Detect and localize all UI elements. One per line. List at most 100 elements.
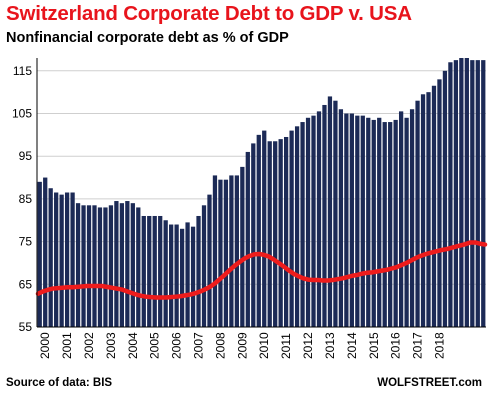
x-tick-labels: 2000 2001 2002 2003 2004 2005 2006 2007 2008 2009… <box>38 332 446 359</box>
bar <box>426 92 431 327</box>
y-tick-label: 95 <box>19 149 33 163</box>
bar <box>377 117 382 327</box>
bar <box>234 175 239 327</box>
bar <box>169 224 174 327</box>
bar <box>125 201 130 327</box>
bar <box>174 224 179 327</box>
chart-title: Switzerland Corporate Debt to GDP v. USA <box>6 2 412 25</box>
bar <box>218 179 223 327</box>
bar <box>349 113 354 327</box>
bar <box>360 115 365 327</box>
bar <box>48 188 53 327</box>
bar <box>201 205 207 327</box>
x-tick-label: 2013 <box>323 332 337 359</box>
bar <box>294 126 300 327</box>
bar <box>64 192 70 327</box>
bar <box>97 207 103 327</box>
bar <box>388 122 393 327</box>
y-tick-label: 65 <box>19 277 33 291</box>
x-tick-label: 2007 <box>192 332 206 359</box>
bar <box>158 215 163 327</box>
x-tick-label: 2017 <box>411 332 425 359</box>
bar <box>355 115 360 327</box>
x-tick-label: 2018 <box>432 332 446 359</box>
bar <box>136 207 141 327</box>
chart-subtitle: Nonfinancial corporate debt as % of GDP <box>6 30 289 46</box>
bar <box>245 151 250 327</box>
x-tick-label: 2015 <box>367 332 381 359</box>
bar <box>81 205 86 327</box>
x-tick-label: 2014 <box>345 332 359 359</box>
x-tick-label: 2001 <box>60 332 74 359</box>
bar-series <box>37 58 486 328</box>
bar <box>284 136 289 327</box>
bar <box>141 215 146 327</box>
bar <box>70 192 75 327</box>
bar <box>190 226 196 327</box>
bar <box>344 113 349 327</box>
bar <box>75 203 81 327</box>
bar <box>289 130 294 327</box>
bar <box>481 60 486 327</box>
bar <box>464 58 469 327</box>
bar <box>262 130 267 327</box>
bar <box>223 179 229 327</box>
bar <box>459 58 464 327</box>
x-tick-label: 2008 <box>213 332 227 359</box>
bar <box>185 222 190 327</box>
bar <box>415 100 420 327</box>
line-path <box>35 240 488 300</box>
bar <box>256 134 261 327</box>
bar <box>273 141 278 327</box>
x-tick-label: 2009 <box>235 332 249 359</box>
bar <box>338 109 344 328</box>
x-tick-label: 2006 <box>170 332 184 359</box>
bar <box>92 205 97 327</box>
bar <box>152 215 157 327</box>
y-tick-label: 105 <box>12 107 32 121</box>
bar <box>448 62 453 328</box>
bar <box>229 175 234 327</box>
bar <box>267 141 272 327</box>
bar <box>103 207 108 327</box>
bar <box>366 117 371 327</box>
bar <box>442 70 448 327</box>
source-note: Source of data: BIS <box>6 377 113 389</box>
bar <box>398 111 404 328</box>
bar <box>108 205 114 327</box>
bar <box>470 60 475 327</box>
bar <box>393 119 398 327</box>
bar <box>196 215 201 327</box>
x-tick-label: 2016 <box>389 332 403 359</box>
line-series <box>35 240 488 300</box>
x-tick-label: 2002 <box>82 332 96 359</box>
bar <box>59 194 64 327</box>
x-tick-label: 2010 <box>257 332 271 359</box>
bar <box>119 203 125 327</box>
brand-label: WOLFSTREET.com <box>377 377 482 389</box>
x-tick-label: 2004 <box>126 332 140 359</box>
bar <box>404 117 409 327</box>
bar <box>251 143 256 327</box>
bar <box>43 177 48 327</box>
bar <box>37 181 42 327</box>
bar <box>453 60 459 327</box>
y-tick-label: 115 <box>13 64 32 78</box>
bar <box>163 220 168 327</box>
bar <box>147 215 152 327</box>
bar <box>333 100 338 327</box>
bar <box>437 79 442 327</box>
bar <box>130 203 135 327</box>
bar <box>300 122 305 327</box>
y-tick-label: 55 <box>19 320 33 334</box>
bar <box>311 115 316 327</box>
bar <box>305 117 311 327</box>
y-tick-label: 85 <box>19 192 33 206</box>
bar <box>240 166 245 327</box>
x-tick-label: 2011 <box>279 333 293 359</box>
bar <box>420 94 426 327</box>
bar <box>371 119 376 327</box>
x-tick-label: 2005 <box>148 332 162 359</box>
bar <box>431 85 437 327</box>
